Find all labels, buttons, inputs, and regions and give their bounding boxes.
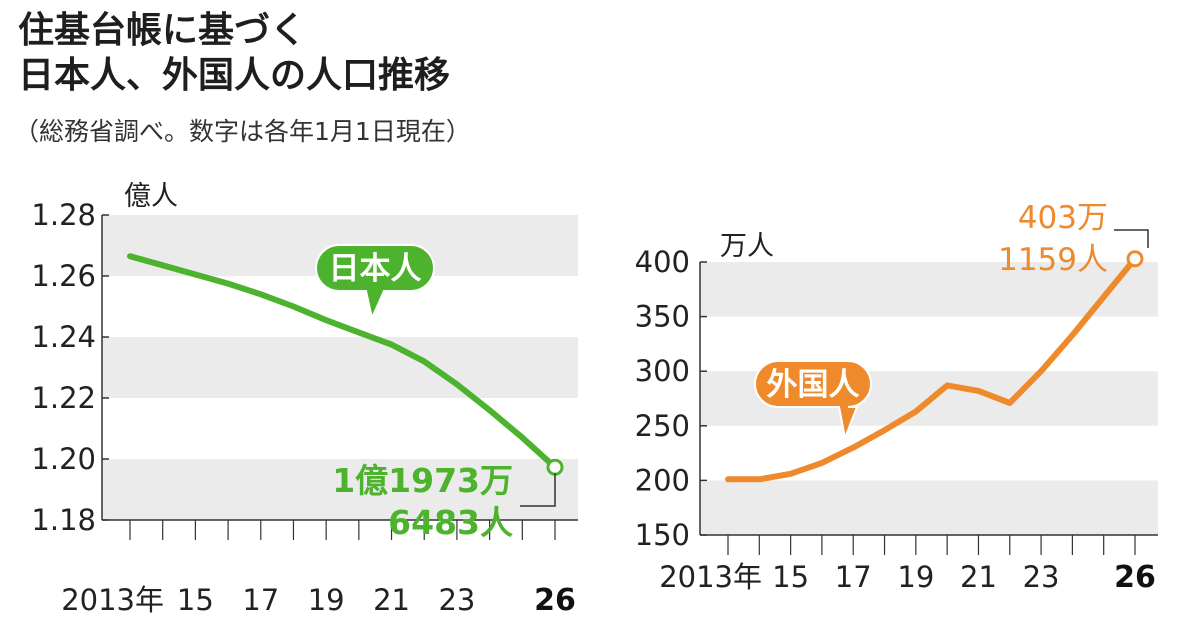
y-tick-label: 400 xyxy=(635,245,690,279)
plot-band xyxy=(700,480,1158,535)
y-tick-label: 350 xyxy=(635,300,690,334)
y-tick-label: 150 xyxy=(635,518,690,552)
x-tick-label: 15 xyxy=(772,560,809,594)
x-tick-label: 2013年 xyxy=(659,560,762,594)
y-tick-label: 1.22 xyxy=(31,381,96,415)
unit-label: 億人 xyxy=(124,181,178,212)
x-tick-label: 21 xyxy=(373,583,410,617)
x-tick-label: 26 xyxy=(1114,560,1156,595)
y-tick-label: 1.20 xyxy=(31,442,96,476)
y-tick-label: 1.28 xyxy=(31,198,96,232)
unit-label: 万人 xyxy=(720,231,774,262)
series-line xyxy=(725,255,1138,483)
end-value-label: 1億1973万 xyxy=(332,461,513,500)
y-tick-label: 200 xyxy=(635,463,690,497)
end-label-leader xyxy=(1114,229,1149,248)
x-tick-label: 21 xyxy=(960,560,997,594)
x-tick-label: 17 xyxy=(242,583,279,617)
data-point-last xyxy=(1126,250,1144,268)
series-line xyxy=(127,253,558,471)
x-tick-label: 23 xyxy=(438,583,475,617)
series-name-label: 外国人 xyxy=(767,367,860,403)
x-tick-label: 2013年 xyxy=(61,583,164,617)
plot-band xyxy=(102,459,578,520)
plot-band xyxy=(700,262,1158,317)
series-name-bubble xyxy=(315,244,435,322)
end-label-leader xyxy=(520,473,556,507)
x-tick-label: 26 xyxy=(534,583,576,618)
x-tick-label: 19 xyxy=(897,560,934,594)
chart-title-line2: 日本人、外国人の人口推移 xyxy=(18,55,451,96)
x-tick-label: 19 xyxy=(308,583,345,617)
y-tick-label: 1.18 xyxy=(31,503,96,537)
chart-title-line1: 住基台帳に基づく xyxy=(18,10,307,51)
x-tick-label: 23 xyxy=(1023,560,1060,594)
x-tick-label: 15 xyxy=(177,583,214,617)
y-tick-label: 300 xyxy=(635,354,690,388)
y-tick-label: 250 xyxy=(635,409,690,443)
x-tick-label: 17 xyxy=(835,560,872,594)
end-value-label: 1159人 xyxy=(998,242,1108,278)
chart-subtitle: （総務省調べ。数字は各年1月1日現在） xyxy=(14,117,471,146)
y-tick-label: 1.24 xyxy=(31,320,96,354)
plot-band xyxy=(102,337,578,398)
y-tick-label: 1.26 xyxy=(31,259,96,293)
series-name-bubble xyxy=(754,360,872,442)
chart-title: 住基台帳に基づく 日本人、外国人の人口推移 xyxy=(18,8,450,98)
end-value-label: 403万 xyxy=(1018,200,1108,236)
series-name-label: 日本人 xyxy=(329,251,422,287)
end-value-label: 6483人 xyxy=(388,503,513,542)
data-point-last xyxy=(546,458,564,476)
